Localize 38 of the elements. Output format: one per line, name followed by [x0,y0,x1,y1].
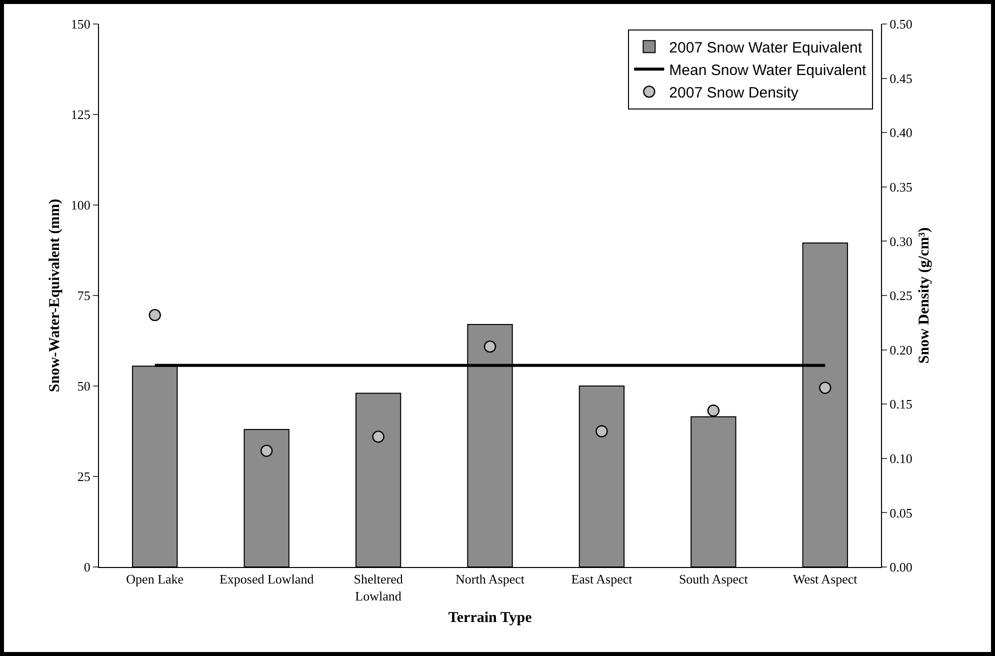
y2-tick-label: 0.45 [890,70,912,86]
legend-label: Mean Snow Water Equivalent [669,62,868,80]
y-tick-label: 100 [70,198,90,213]
x-tick-label: South Aspect [678,572,748,587]
legend-label: 2007 Snow Water Equivalent [669,40,863,57]
point [707,404,720,417]
x-tick-label: Open Lake [126,572,184,587]
y-tick-label: 0 [84,560,90,575]
y2-tick-label: 0.35 [890,179,912,194]
y2-tick-label: 0.00 [890,560,912,575]
y2-tick-label: 0.30 [890,234,912,249]
y-axis-title: Snow-Water-Equivalent (mm) [47,198,63,392]
y2-tick-label: 0.25 [890,288,912,304]
y-tick-label: 150 [70,16,90,32]
x-tick-label: Sheltered Lowland [354,572,404,604]
point [372,430,384,443]
x-tick-label: North Aspect [456,572,525,587]
point [596,425,608,438]
x-axis-title: Terrain Type [448,610,532,626]
y2-tick-label: 0.20 [890,342,912,358]
y2-tick-label: 0.05 [890,505,912,520]
x-tick-label: East Aspect [571,572,633,587]
point [148,308,161,322]
y2-tick-label: 0.50 [890,16,912,32]
y-tick-label: 25 [77,469,90,484]
y2-axis-title: Snow Density (g/cm³) [916,227,932,364]
y-tick-label: 50 [77,378,90,394]
point [484,340,496,353]
x-tick-label: Exposed Lowland [219,572,314,587]
y2-tick-label: 0.10 [890,450,912,466]
y-tick-label: 125 [70,107,90,122]
y2-tick-label: 0.40 [890,125,912,140]
y2-tick-label: 0.15 [890,396,912,412]
x-tick-label: West Aspect [792,572,858,587]
y-tick-label: 75 [77,288,90,304]
point [819,382,832,394]
legend-label: 2007 Snow Density [669,84,799,102]
point [260,444,273,457]
